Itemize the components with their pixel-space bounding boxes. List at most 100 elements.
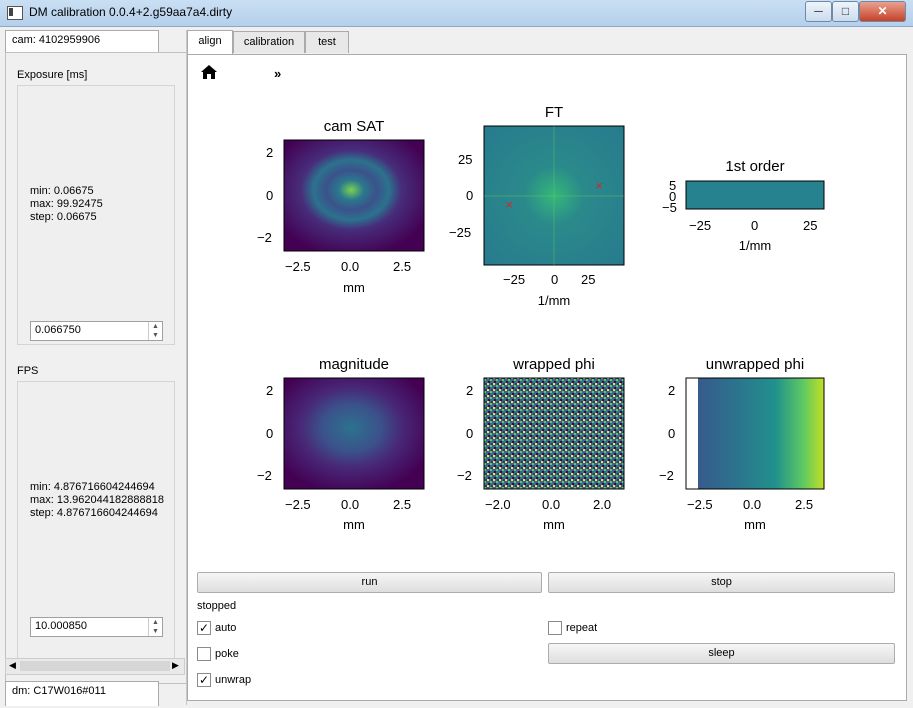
first-order-plot-title: 1st order [725, 158, 785, 175]
status-label: stopped [197, 600, 237, 612]
cam-settings-area: Exposure [ms] min: 0.06675 max: 99.92475… [5, 52, 187, 684]
repeat-checkbox[interactable] [548, 621, 562, 635]
cam-tab[interactable]: cam: 4102959906 [5, 30, 159, 55]
tab-test[interactable]: test [305, 31, 349, 53]
first-order-xtick-0: −25 [689, 218, 712, 233]
run-button[interactable]: run [197, 572, 542, 593]
first-order-ytick-1: 0 [669, 189, 677, 204]
maximize-button[interactable]: □ [832, 1, 859, 22]
exposure-label: Exposure [ms] [17, 69, 88, 81]
ft-xlabel: 1/mm [537, 293, 571, 308]
dm-label: dm: C17W016#011 [12, 685, 106, 697]
magnitude-ytick-2: −2 [257, 468, 272, 483]
scroll-left-icon[interactable]: ◀ [9, 660, 16, 670]
unwrap-checkbox[interactable]: ✓ [197, 673, 211, 687]
unwrap-label: unwrap [215, 674, 252, 686]
repeat-label: repeat [566, 622, 598, 634]
unwrapped-phi-ytick-1: 0 [668, 426, 676, 441]
wrapped-phi-ytick-2: −2 [457, 468, 472, 483]
dm-tab[interactable]: dm: C17W016#011 [5, 681, 159, 706]
exposure-step: step: 0.06675 [30, 211, 97, 223]
magnitude-ytick-0: 2 [266, 383, 274, 398]
wrapped-phi-plot-title: wrapped phi [513, 356, 595, 373]
fps-range-info: min: 4.876716604244694 max: 13.962044182… [30, 481, 164, 520]
toolbar-more-button[interactable]: » [274, 66, 282, 81]
wrapped-phi-xlabel: mm [543, 517, 565, 532]
wrapped-phi-ytick-1: 0 [466, 426, 474, 441]
exposure-max: max: 99.92475 [30, 198, 103, 210]
fps-spin-arrows[interactable]: ▲ ▼ [148, 618, 162, 636]
cam-ytick-2: −2 [257, 230, 272, 245]
magnitude-xtick-0: −2.5 [285, 497, 311, 512]
tab-align-label: align [198, 35, 222, 47]
wrapped-phi-ytick-0: 2 [466, 383, 474, 398]
home-icon[interactable] [200, 64, 218, 80]
left-panel: cam: 4102959906 Exposure [ms] min: 0.066… [5, 30, 187, 706]
tab-calibration-label: calibration [243, 36, 295, 48]
stop-button[interactable]: stop [548, 572, 895, 593]
first-order-xtick-2: 25 [803, 218, 818, 233]
poke-label: poke [215, 648, 239, 660]
fps-min: min: 4.876716604244694 [30, 481, 155, 493]
cam-xlabel: mm [343, 280, 365, 295]
scrollbar-thumb[interactable] [20, 661, 170, 671]
auto-checkbox[interactable]: ✓ [197, 621, 211, 635]
first-order-xlabel: 1/mm [738, 238, 772, 253]
fps-spinbox[interactable]: 10.000850 ▲ ▼ [30, 617, 163, 637]
unwrapped-phi-xlabel: mm [744, 517, 766, 532]
title-bar: DM calibration 0.0.4+2.g59aa7a4.dirty ─ … [0, 0, 913, 27]
cam-plot-title: cam SAT [323, 118, 385, 135]
wrapped-phi-xtick-1: 0.0 [542, 497, 561, 512]
unwrapped-phi-mask [686, 378, 698, 489]
unwrapped-phi-image [685, 377, 825, 490]
first-order-ytick-0: 5 [669, 178, 677, 193]
ft-xtick-0: −25 [503, 272, 526, 287]
unwrapped-phi-xtick-1: 0.0 [743, 497, 762, 512]
magnitude-xtick-2: 2.5 [393, 497, 412, 512]
tab-test-label: test [318, 36, 336, 48]
fps-step: step: 4.876716604244694 [30, 507, 158, 519]
cam-xtick-1: 0.0 [341, 259, 360, 274]
auto-check-mark: ✓ [198, 621, 210, 635]
cam-ytick-1: 0 [266, 188, 274, 203]
magnitude-image [283, 377, 425, 490]
cam-xtick-2: 2.5 [393, 259, 412, 274]
ft-plot-title: FT [544, 104, 564, 121]
fps-label: FPS [17, 365, 39, 377]
cam-xtick-0: −2.5 [285, 259, 311, 274]
ft-ytick-0: 25 [458, 152, 473, 167]
left-horizontal-scrollbar[interactable]: ◀ ▶ [5, 658, 185, 675]
tab-calibration[interactable]: calibration [233, 31, 305, 53]
exposure-slider-area[interactable] [17, 85, 175, 345]
wrapped-phi-image [483, 377, 625, 490]
window-title: DM calibration 0.0.4+2.g59aa7a4.dirty [29, 5, 233, 19]
magnitude-xtick-1: 0.0 [341, 497, 360, 512]
unwrapped-phi-xtick-0: −2.5 [687, 497, 713, 512]
scroll-right-icon[interactable]: ▶ [172, 660, 179, 670]
magnitude-xlabel: mm [343, 517, 365, 532]
ft-ytick-2: −25 [449, 225, 472, 240]
close-button[interactable]: ✕ [859, 1, 906, 22]
ft-marker-left: × [505, 197, 513, 212]
ft-marker-right: × [595, 178, 603, 193]
fps-max: max: 13.962044182888818 [30, 494, 164, 506]
auto-label: auto [215, 622, 237, 634]
app-icon [7, 6, 23, 20]
exposure-spinbox[interactable]: 0.066750 ▲ ▼ [30, 321, 163, 341]
splitter[interactable] [186, 30, 187, 705]
minimize-button[interactable]: ─ [805, 1, 832, 22]
sleep-button[interactable]: sleep [548, 643, 895, 664]
exposure-spin-arrows[interactable]: ▲ ▼ [148, 322, 162, 340]
unwrapped-phi-xtick-2: 2.5 [795, 497, 814, 512]
exposure-value: 0.066750 [35, 324, 81, 336]
tab-align[interactable]: align [187, 30, 233, 54]
unwrapped-phi-ytick-2: −2 [659, 468, 674, 483]
cam-label: cam: 4102959906 [12, 34, 101, 46]
magnitude-ytick-1: 0 [266, 426, 274, 441]
plot-canvas: × × [283, 125, 825, 490]
wrapped-phi-xtick-0: −2.0 [485, 497, 511, 512]
poke-checkbox[interactable] [197, 647, 211, 661]
unwrapped-phi-ytick-0: 2 [668, 383, 676, 398]
ft-xtick-2: 25 [581, 272, 596, 287]
fps-value: 10.000850 [35, 620, 87, 632]
